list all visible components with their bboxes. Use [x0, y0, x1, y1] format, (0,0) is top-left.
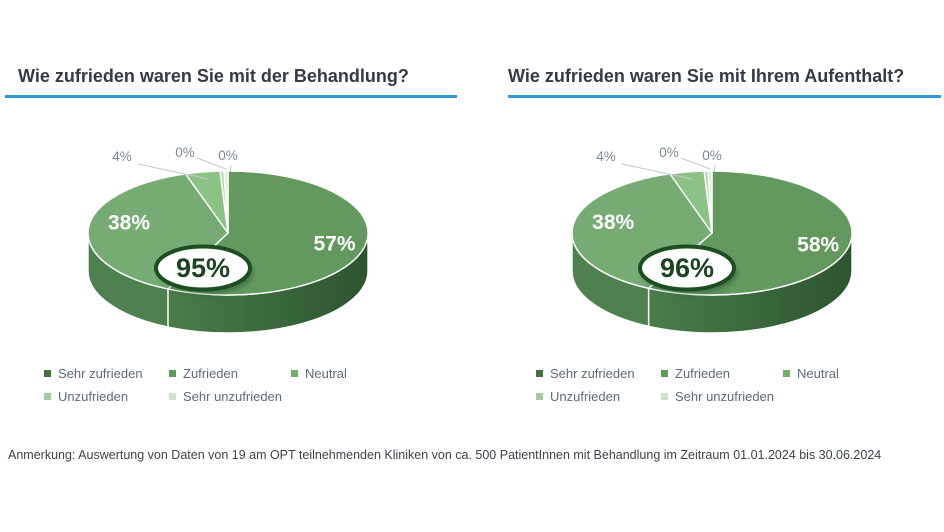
- legend-item-neutral: Neutral: [291, 366, 347, 381]
- data-label-neutral: 4%: [596, 149, 616, 164]
- chart-title-aufenthalt: Wie zufrieden waren Sie mit Ihrem Aufent…: [508, 66, 905, 86]
- legend-item-sehr-unzufrieden: Sehr unzufrieden: [169, 389, 291, 404]
- data-label-zufrieden: 38%: [108, 212, 150, 235]
- legend-label: Zufrieden: [183, 366, 238, 381]
- legend-item-zufrieden: Zufrieden: [661, 366, 783, 381]
- leader-line: [196, 157, 227, 170]
- legend-swatch-icon: [291, 370, 298, 377]
- legend-aufenthalt: Sehr zufrieden Zufrieden Neutral Unzufriede…: [536, 366, 839, 404]
- footnote: Anmerkung: Auswertung von Daten von 19 a…: [8, 448, 882, 462]
- legend-item-sehr-unzufrieden: Sehr unzufrieden: [661, 389, 783, 404]
- total-badge-value: 96%: [660, 253, 714, 283]
- leader-line: [137, 163, 209, 180]
- legend-item-unzufrieden: Unzufrieden: [44, 389, 169, 404]
- legend-swatch-icon: [661, 370, 668, 377]
- pie-slice-sehr-unzufrieden: [223, 170, 229, 234]
- legend-item-neutral: Neutral: [783, 366, 839, 381]
- title-underline: [5, 95, 457, 98]
- legend-item-sehr-zufrieden: Sehr zufrieden: [44, 366, 169, 381]
- title-underline: [508, 95, 941, 98]
- chart-aufenthalt: Wie zufrieden waren Sie mit Ihrem Aufent…: [490, 0, 944, 440]
- legend-label: Unzufrieden: [58, 389, 129, 404]
- total-badge-value: 95%: [176, 253, 230, 283]
- legend-item-unzufrieden: Unzufrieden: [536, 389, 661, 404]
- legend-label: Unzufrieden: [550, 389, 621, 404]
- data-label-unzufrieden: 0%: [659, 145, 679, 160]
- data-label-sehr-unzufrieden: 0%: [218, 148, 238, 163]
- pie-slice-sehr-unzufrieden: [707, 170, 713, 234]
- legend-label: Neutral: [797, 366, 839, 381]
- legend-swatch-icon: [536, 393, 543, 400]
- total-badge: [154, 244, 252, 292]
- chart-title-behandlung: Wie zufrieden waren Sie mit der Behandlu…: [18, 66, 409, 86]
- legend-swatch-icon: [169, 393, 176, 400]
- data-label-sehr-zufrieden: 58%: [797, 233, 839, 256]
- leader-line: [713, 164, 716, 173]
- data-label-unzufrieden: 0%: [175, 145, 195, 160]
- data-label-zufrieden: 38%: [592, 211, 634, 234]
- legend-item-zufrieden: Zufrieden: [169, 366, 291, 381]
- legend-label: Sehr zufrieden: [550, 366, 635, 381]
- data-label-sehr-zufrieden: 57%: [313, 233, 355, 256]
- chart-behandlung: Wie zufrieden waren Sie mit der Behandlu…: [0, 0, 472, 440]
- pie-chart-behandlung: 4% 0% 0% 57% 38% 95%: [87, 145, 369, 334]
- leader-line: [680, 157, 711, 170]
- legend-swatch-icon: [661, 393, 668, 400]
- legend-swatch-icon: [44, 370, 51, 377]
- legend-swatch-icon: [783, 370, 790, 377]
- legend-label: Sehr unzufrieden: [675, 389, 775, 404]
- legend-label: Neutral: [305, 366, 347, 381]
- legend-label: Zufrieden: [675, 366, 730, 381]
- legend-swatch-icon: [169, 370, 176, 377]
- legend-behandlung: Sehr zufrieden Zufrieden Neutral Unzufriede…: [44, 366, 347, 404]
- legend-item-sehr-zufrieden: Sehr zufrieden: [536, 366, 661, 381]
- legend-swatch-icon: [536, 370, 543, 377]
- data-label-sehr-unzufrieden: 0%: [702, 148, 722, 163]
- leader-line: [229, 164, 232, 173]
- leader-line: [621, 163, 693, 180]
- legend-label: Sehr unzufrieden: [183, 389, 283, 404]
- legend-swatch-icon: [44, 393, 51, 400]
- legend-label: Sehr zufrieden: [58, 366, 143, 381]
- total-badge: [638, 244, 736, 292]
- data-label-neutral: 4%: [112, 149, 132, 164]
- pie-chart-aufenthalt: 4% 0% 0% 58% 38% 96%: [571, 145, 853, 334]
